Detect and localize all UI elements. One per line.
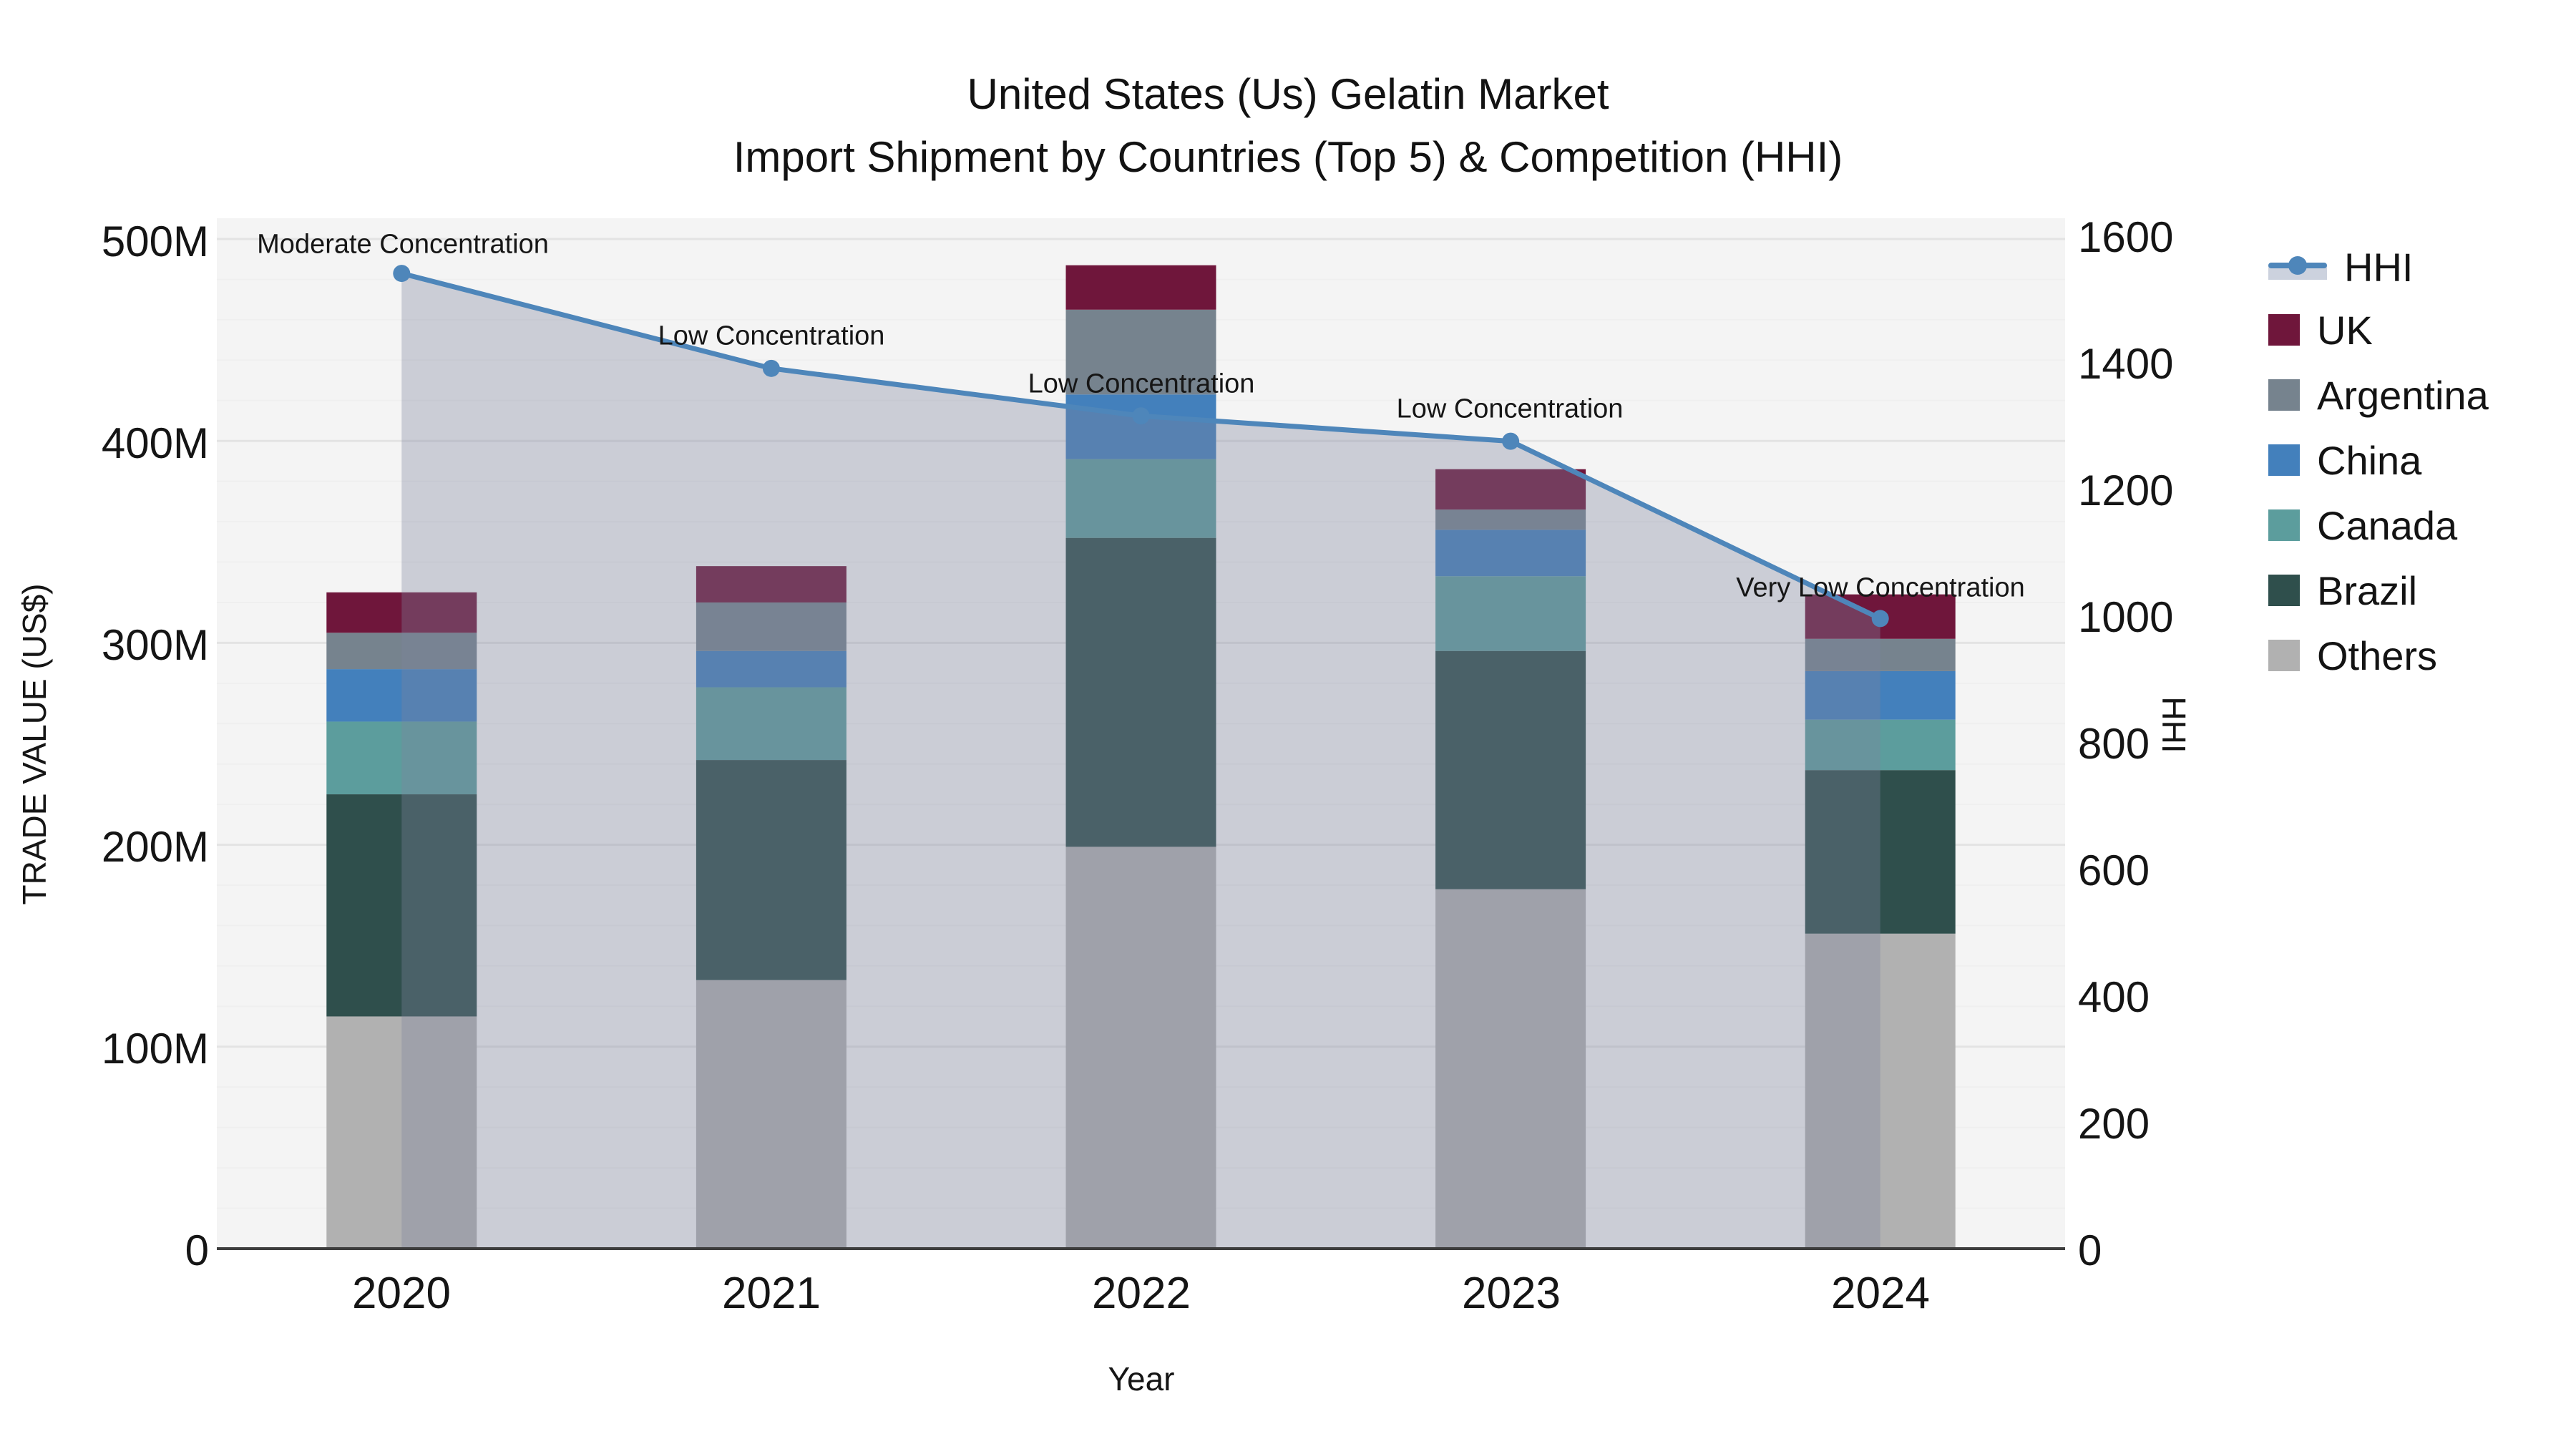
hhi-line-icon xyxy=(2268,251,2327,283)
legend-item-brazil[interactable]: Brazil xyxy=(2268,565,2417,615)
left-tick-400m: 400M xyxy=(101,419,209,467)
right-tick-1400: 1400 xyxy=(2078,340,2174,388)
right-tick-200: 200 xyxy=(2078,1100,2150,1148)
canada-swatch-icon xyxy=(2268,509,2300,541)
xtick-2021: 2021 xyxy=(722,1269,821,1318)
legend-label: UK xyxy=(2317,307,2373,353)
x-axis-title: Year xyxy=(1108,1360,1175,1397)
annotation-2023: Low Concentration xyxy=(1396,394,1624,424)
others-swatch-icon xyxy=(2268,640,2300,671)
left-axis-title: TRADE VALUE (US$) xyxy=(16,583,53,905)
legend-label: Brazil xyxy=(2317,567,2418,613)
right-tick-800: 800 xyxy=(2078,720,2150,768)
annotation-2020: Moderate Concentration xyxy=(257,229,549,260)
chart-title-line2: Import Shipment by Countries (Top 5) & C… xyxy=(733,133,1843,181)
annotation-2021: Low Concentration xyxy=(658,321,885,351)
legend-item-hhi[interactable]: HHI xyxy=(2268,242,2413,292)
legend-label: HHI xyxy=(2344,244,2414,290)
left-tick-300m: 300M xyxy=(101,621,209,669)
annotation-2022: Low Concentration xyxy=(1028,369,1255,399)
annotation-2024: Very Low Concentration xyxy=(1736,572,2025,603)
legend-label: China xyxy=(2317,437,2422,483)
legend-item-canada[interactable]: Canada xyxy=(2268,500,2457,550)
legend-item-uk[interactable]: UK xyxy=(2268,305,2373,355)
china-swatch-icon xyxy=(2268,444,2300,476)
right-tick-1200: 1200 xyxy=(2078,467,2174,514)
xtick-2022: 2022 xyxy=(1092,1269,1191,1318)
left-tick-200m: 200M xyxy=(101,823,209,871)
argentina-swatch-icon xyxy=(2268,379,2300,411)
left-tick-500m: 500M xyxy=(101,218,209,265)
xtick-2024: 2024 xyxy=(1831,1269,1930,1318)
legend-label: Canada xyxy=(2317,502,2458,548)
right-tick-1600: 1600 xyxy=(2078,213,2174,261)
left-tick-0: 0 xyxy=(185,1226,209,1274)
chart-title-line1: United States (Us) Gelatin Market xyxy=(967,70,1609,118)
legend-item-china[interactable]: China xyxy=(2268,435,2421,485)
xtick-2023: 2023 xyxy=(1462,1269,1561,1318)
legend-label: Others xyxy=(2317,633,2438,678)
chart-title: United States (Us) Gelatin Market Import… xyxy=(0,63,2576,189)
brazil-swatch-icon xyxy=(2268,575,2300,606)
right-tick-0: 0 xyxy=(2078,1226,2102,1274)
left-tick-100m: 100M xyxy=(101,1025,209,1073)
right-tick-600: 600 xyxy=(2078,847,2150,894)
legend-item-others[interactable]: Others xyxy=(2268,630,2437,680)
right-axis-title: HHI xyxy=(2155,696,2192,753)
xtick-2020: 2020 xyxy=(352,1269,451,1318)
right-tick-1000: 1000 xyxy=(2078,593,2174,641)
legend-label: Argentina xyxy=(2317,372,2489,418)
legend-item-argentina[interactable]: Argentina xyxy=(2268,370,2489,420)
uk-swatch-icon xyxy=(2268,314,2300,346)
right-tick-400: 400 xyxy=(2078,973,2150,1021)
